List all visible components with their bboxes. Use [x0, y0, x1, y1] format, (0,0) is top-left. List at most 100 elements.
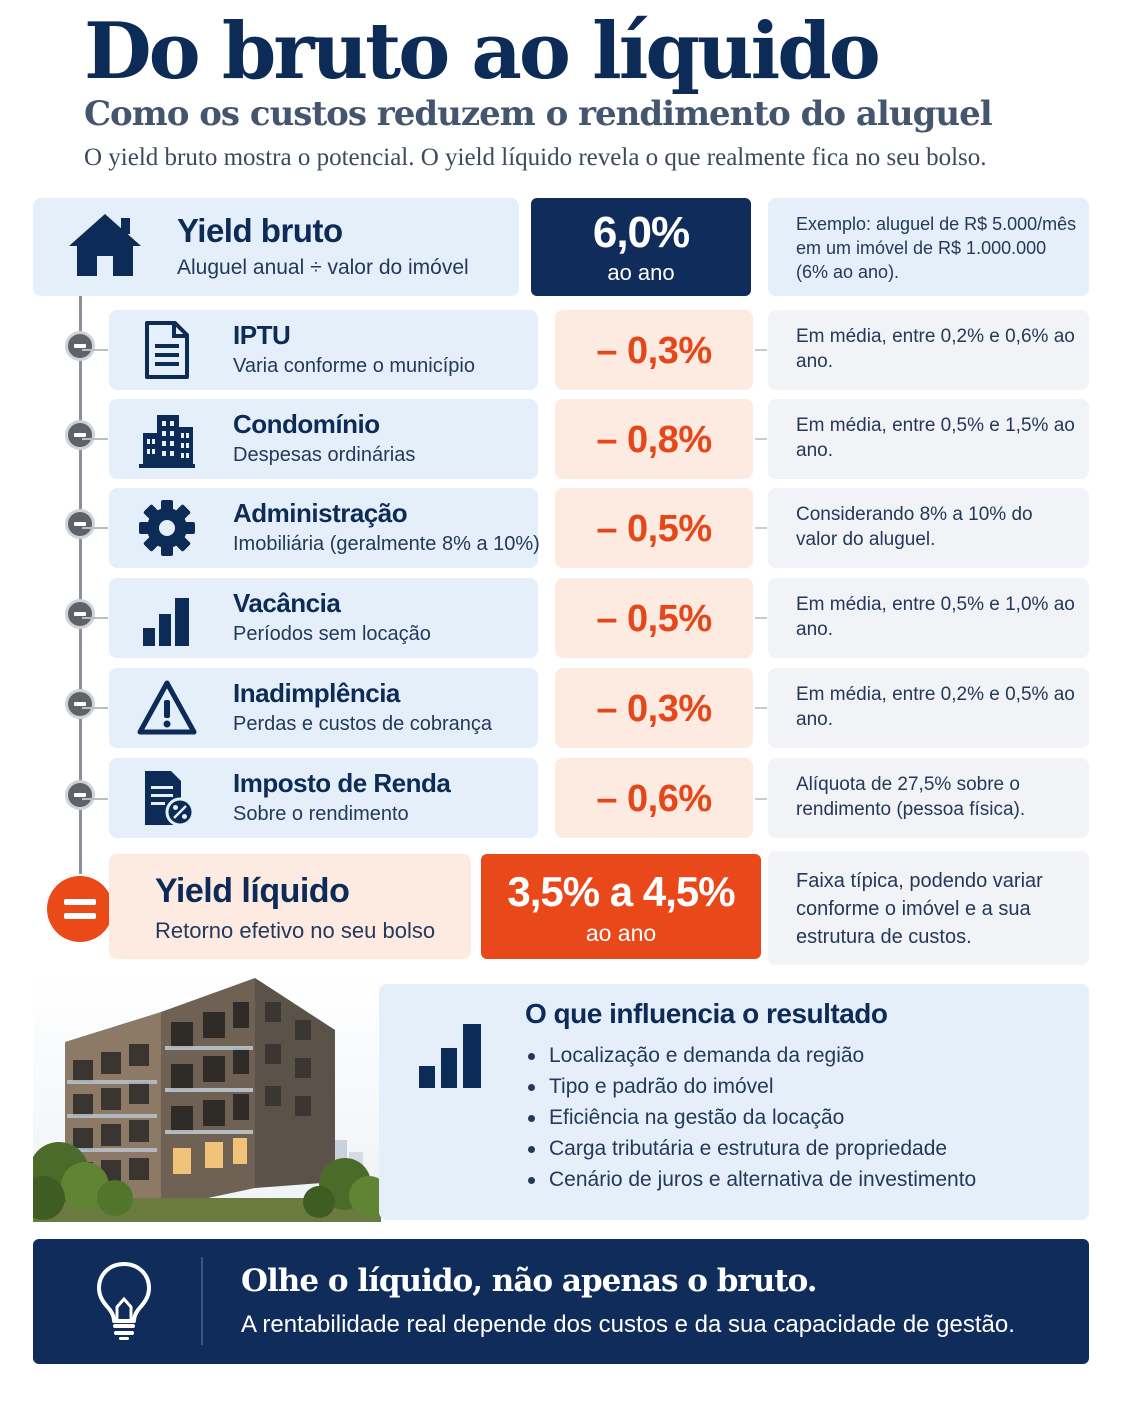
page-title: Do bruto ao líquido	[84, 6, 881, 97]
influence-list: Localização e demanda da região Tipo e p…	[525, 1040, 976, 1195]
bar-chart-icon	[419, 1024, 481, 1088]
list-item: Carga tributária e estrutura de propried…	[525, 1133, 976, 1164]
cost-title: Vacância	[233, 588, 341, 618]
cost-value-box: – 0,3%	[555, 310, 753, 390]
minus-icon	[65, 509, 95, 539]
apartment-building-image	[33, 972, 381, 1222]
cost-value-box: – 0,8%	[555, 399, 753, 479]
connector-dash	[755, 707, 767, 709]
cost-value-box: – 0,5%	[555, 488, 753, 568]
timeline-tick	[82, 707, 108, 709]
banner-title: Olhe o líquido, não apenas o bruto.	[241, 1263, 817, 1299]
influence-title: O que influencia o resultado	[525, 998, 888, 1029]
minus-icon	[65, 331, 95, 361]
timeline-tick	[82, 527, 108, 529]
cost-subtitle: Imobiliária (geralmente 8% a 10%)	[233, 533, 540, 555]
cost-subtitle: Varia conforme o município	[233, 355, 475, 377]
gross-yield-note: Exemplo: aluguel de R$ 5.000/mês em um i…	[768, 198, 1089, 296]
cost-value-box: – 0,6%	[555, 758, 753, 838]
connector-dash	[755, 349, 767, 351]
cost-note: Em média, entre 0,5% e 1,5% ao ano.	[768, 399, 1089, 479]
net-yield-value: 3,5% a 4,5%	[507, 868, 735, 915]
cost-value-box: – 0,3%	[555, 668, 753, 748]
net-yield-unit: ao ano	[585, 920, 657, 946]
minus-icon	[65, 420, 95, 450]
equals-icon	[47, 876, 113, 942]
minus-icon	[65, 689, 95, 719]
cost-note: Em média, entre 0,2% e 0,6% ao ano.	[768, 310, 1089, 390]
gross-yield-unit: ao ano	[607, 260, 675, 285]
net-yield-note: Faixa típica, podendo variar conforme o …	[768, 851, 1089, 965]
cost-note-text: Em média, entre 0,5% e 1,0% ao ano.	[796, 594, 1075, 640]
cost-note-text: Em média, entre 0,2% e 0,6% ao ano.	[796, 326, 1075, 372]
cost-card-condominio: Condomínio Despesas ordinárias	[109, 399, 538, 479]
timeline-line	[79, 296, 82, 874]
timeline-tick	[82, 617, 108, 619]
cost-title: Imposto de Renda	[233, 768, 451, 798]
gross-yield-value: 6,0%	[592, 208, 690, 257]
page-subtitle: Como os custos reduzem o rendimento do a…	[84, 94, 993, 134]
cost-value: – 0,6%	[596, 778, 712, 820]
cost-subtitle: Despesas ordinárias	[233, 444, 416, 466]
cost-card-vacancia: Vacância Períodos sem locação	[109, 578, 538, 658]
cost-value-box: – 0,5%	[555, 578, 753, 658]
intro-text: O yield bruto mostra o potencial. O yiel…	[84, 144, 987, 171]
list-item: Localização e demanda da região	[525, 1040, 976, 1071]
gross-yield-value-box: 6,0% ao ano	[531, 198, 751, 296]
influence-card: O que influencia o resultado Localização…	[379, 984, 1089, 1220]
cost-card-inadimplencia: Inadimplência Perdas e custos de cobranç…	[109, 668, 538, 748]
warning-icon	[137, 680, 197, 735]
cost-note-text: Em média, entre 0,2% e 0,5% ao ano.	[796, 684, 1075, 730]
banner-divider	[201, 1257, 203, 1345]
cost-title: IPTU	[233, 320, 291, 350]
cost-note: Alíquota de 27,5% sobre o rendimento (pe…	[768, 758, 1089, 838]
gross-yield-note-text: Exemplo: aluguel de R$ 5.000/mês em um i…	[796, 214, 1077, 282]
net-yield-title: Yield líquido	[155, 872, 350, 910]
cost-title: Administração	[233, 498, 408, 528]
conclusion-banner: Olhe o líquido, não apenas o bruto. A re…	[33, 1239, 1089, 1364]
gross-yield-formula: Aluguel anual ÷ valor do imóvel	[177, 256, 469, 279]
cost-note: Em média, entre 0,2% e 0,5% ao ano.	[768, 668, 1089, 748]
cost-card-administracao: Administração Imobiliária (geralmente 8%…	[109, 488, 540, 568]
cost-title: Condomínio	[233, 409, 380, 439]
timeline-tick	[82, 438, 108, 440]
lightbulb-icon	[97, 1262, 151, 1340]
cost-value: – 0,5%	[596, 598, 712, 640]
list-item: Cenário de juros e alternativa de invest…	[525, 1164, 976, 1195]
cost-note-text: Em média, entre 0,5% e 1,5% ao ano.	[796, 415, 1075, 461]
cost-note-text: Alíquota de 27,5% sobre o rendimento (pe…	[796, 774, 1026, 820]
connector-dash	[755, 617, 767, 619]
net-yield-subtitle: Retorno efetivo no seu bolso	[155, 918, 436, 943]
timeline-tick	[82, 798, 108, 800]
house-icon	[69, 214, 141, 276]
connector-dash	[755, 438, 767, 440]
cost-subtitle: Perdas e custos de cobrança	[233, 713, 493, 735]
gross-yield-title: Yield bruto	[177, 212, 343, 249]
cost-note-text: Considerando 8% a 10% do valor do alugue…	[796, 504, 1033, 550]
net-yield-note-text: Faixa típica, podendo variar conforme o …	[796, 870, 1043, 948]
cost-card-iptu: IPTU Varia conforme o município	[109, 310, 538, 390]
minus-icon	[65, 780, 95, 810]
cost-value: – 0,5%	[596, 508, 712, 550]
minus-icon	[65, 599, 95, 629]
list-item: Eficiência na gestão da locação	[525, 1102, 976, 1133]
cost-title: Inadimplência	[233, 678, 400, 708]
net-yield-value-box: 3,5% a 4,5% ao ano	[481, 854, 761, 959]
cost-card-imposto-de-renda: Imposto de Renda Sobre o rendimento	[109, 758, 538, 838]
cost-value: – 0,8%	[596, 419, 712, 461]
bar-chart-icon	[143, 598, 189, 646]
cost-note: Considerando 8% a 10% do valor do alugue…	[768, 488, 1089, 568]
buildings-icon	[139, 415, 195, 468]
cost-note: Em média, entre 0,5% e 1,0% ao ano.	[768, 578, 1089, 658]
cost-subtitle: Sobre o rendimento	[233, 803, 409, 825]
gross-yield-card: Yield bruto Aluguel anual ÷ valor do imó…	[33, 198, 519, 296]
list-item: Tipo e padrão do imóvel	[525, 1071, 976, 1102]
connector-dash	[755, 527, 767, 529]
gear-icon	[139, 500, 195, 556]
banner-text: A rentabilidade real depende dos custos …	[241, 1311, 1015, 1338]
timeline-tick	[82, 349, 108, 351]
cost-value: – 0,3%	[596, 330, 712, 372]
cost-value: – 0,3%	[596, 688, 712, 730]
tax-document-icon	[145, 771, 195, 827]
cost-subtitle: Períodos sem locação	[233, 623, 431, 645]
